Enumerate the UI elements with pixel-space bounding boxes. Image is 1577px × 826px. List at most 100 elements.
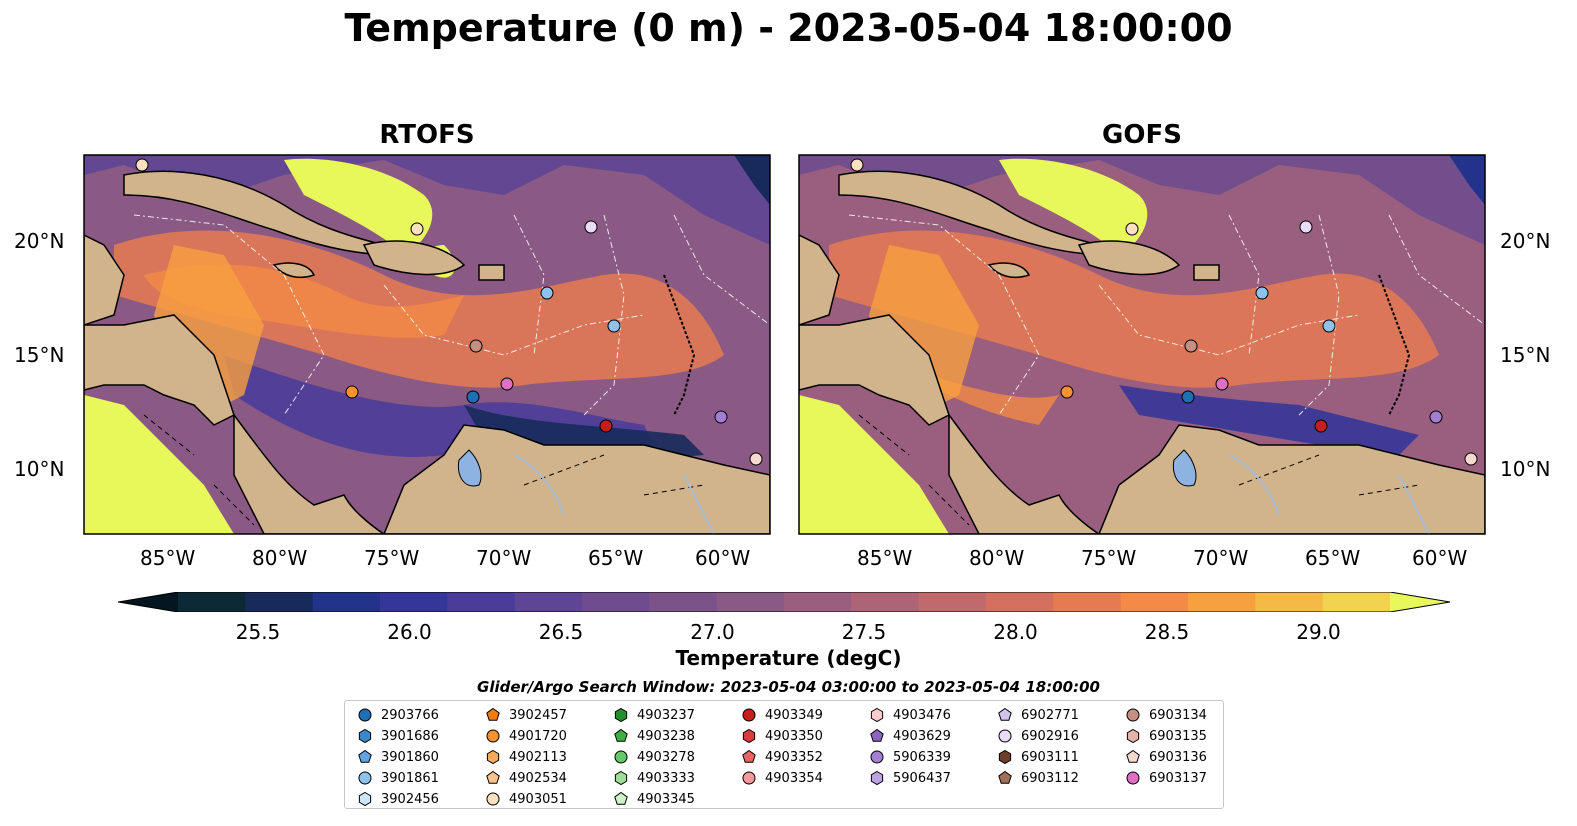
legend-item-label: 4903051 xyxy=(509,791,567,807)
legend-item-label: 6903135 xyxy=(1149,728,1207,744)
map-rtofs xyxy=(84,155,770,534)
map-panel-rtofs[interactable] xyxy=(84,155,770,534)
legend-marker-hexagon xyxy=(358,791,372,807)
legend-item-label: 3902456 xyxy=(381,791,439,807)
lat-tick-right-10: 10°N xyxy=(1500,457,1551,481)
colorbar-tick-label: 28.5 xyxy=(1144,620,1190,644)
legend-item: 3901860 xyxy=(357,747,439,767)
legend-item: 4903278 xyxy=(613,747,695,767)
colorbar xyxy=(118,592,1450,612)
legend-item: 4903476 xyxy=(869,705,951,725)
legend-marker-hexagon xyxy=(998,749,1012,765)
colorbar-segment xyxy=(447,592,516,612)
lat-tick-left-10: 10°N xyxy=(14,457,65,481)
legend-item: 4903237 xyxy=(613,705,695,725)
legend-item-label: 4903354 xyxy=(765,770,823,786)
colorbar-segment xyxy=(986,592,1054,612)
legend-marker-pentagon xyxy=(1126,749,1140,763)
colorbar-tick-label: 28.0 xyxy=(993,620,1038,644)
legend-item: 4903349 xyxy=(741,705,823,725)
legend-marker-hexagon xyxy=(1126,728,1140,744)
legend-item-label: 4903350 xyxy=(765,728,823,744)
legend-item: 6903134 xyxy=(1125,705,1207,725)
legend-item-label: 3901686 xyxy=(381,728,439,744)
legend-marker-circle xyxy=(742,708,756,722)
legend-item: 6903111 xyxy=(997,747,1079,767)
legend-marker-pentagon xyxy=(614,791,628,805)
legend-marker-circle xyxy=(614,750,628,764)
legend-item-label: 3902457 xyxy=(509,707,567,723)
lon-tick-right-60: 60°W xyxy=(1412,546,1468,570)
colorbar-tick-label: 27.0 xyxy=(690,620,735,644)
legend-item-label: 4902113 xyxy=(509,749,567,765)
panel-title-rtofs: RTOFS xyxy=(379,120,475,150)
legend-item-label: 6903136 xyxy=(1149,749,1207,765)
legend-marker-circle xyxy=(998,729,1012,743)
colorbar-extend-high xyxy=(1390,592,1450,612)
lon-tick-right-65: 65°W xyxy=(1305,546,1361,570)
lon-tick-left-85: 85°W xyxy=(140,546,196,570)
legend-item-label: 4903349 xyxy=(765,707,823,723)
legend-item: 6903136 xyxy=(1125,747,1207,767)
legend-item: 6903137 xyxy=(1125,768,1207,788)
legend-item: 4903238 xyxy=(613,726,695,746)
legend-item: 4902534 xyxy=(485,768,567,788)
legend-item-label: 4903333 xyxy=(637,770,695,786)
legend-marker-circle xyxy=(1126,708,1140,722)
lat-tick-right-20: 20°N xyxy=(1500,229,1551,253)
legend-marker-circle xyxy=(1126,771,1140,785)
lon-tick-left-80: 80°W xyxy=(252,546,308,570)
lat-tick-right-15: 15°N xyxy=(1500,343,1551,367)
figure-title: Temperature (0 m) - 2023-05-04 18:00:00 xyxy=(344,6,1233,50)
legend-marker-pentagon xyxy=(614,728,628,742)
colorbar-segment xyxy=(1120,592,1189,612)
legend-item: 4902113 xyxy=(485,747,567,767)
map-gofs xyxy=(799,155,1485,534)
colorbar-segment xyxy=(582,592,650,612)
legend-item-label: 4903629 xyxy=(893,728,951,744)
colorbar-segment xyxy=(514,592,583,612)
legend-item: 4903354 xyxy=(741,768,823,788)
legend-marker-pentagon xyxy=(486,707,500,721)
legend-item: 4903350 xyxy=(741,726,823,746)
legend-title: Glider/Argo Search Window: 2023-05-04 03… xyxy=(477,678,1100,696)
legend-marker-circle xyxy=(486,729,500,743)
legend-item: 6903112 xyxy=(997,768,1079,788)
legend-item: 4903352 xyxy=(741,747,823,767)
legend-item-label: 6903134 xyxy=(1149,707,1207,723)
lon-tick-right-70: 70°W xyxy=(1193,546,1249,570)
legend-marker-hexagon xyxy=(614,770,628,786)
legend-marker-hexagon xyxy=(358,728,372,744)
legend-item: 5906339 xyxy=(869,747,951,767)
legend-item-label: 3901861 xyxy=(381,770,439,786)
legend-item-label: 3901860 xyxy=(381,749,439,765)
legend-item: 6902916 xyxy=(997,726,1079,746)
legend-item: 3902456 xyxy=(357,789,439,809)
map-panel-gofs[interactable] xyxy=(799,155,1485,534)
legend-item: 5906437 xyxy=(869,768,951,788)
legend-item: 3902457 xyxy=(485,705,567,725)
legend-marker-pentagon xyxy=(358,749,372,763)
legend-item-label: 4903345 xyxy=(637,791,695,807)
legend-marker-pentagon xyxy=(742,749,756,763)
lon-tick-right-85: 85°W xyxy=(857,546,913,570)
legend-item: 4903333 xyxy=(613,768,695,788)
legend-marker-pentagon xyxy=(486,770,500,784)
legend-item-label: 4903278 xyxy=(637,749,695,765)
legend-marker-circle xyxy=(870,750,884,764)
legend-item: 3901686 xyxy=(357,726,439,746)
legend-item-label: 2903766 xyxy=(381,707,439,723)
colorbar-segment xyxy=(1255,592,1324,612)
legend-item-label: 4903237 xyxy=(637,707,695,723)
colorbar-segment xyxy=(1053,592,1122,612)
legend-item-label: 4901720 xyxy=(509,728,567,744)
legend-item: 4903629 xyxy=(869,726,951,746)
legend-marker-circle xyxy=(358,771,372,785)
legend-item-label: 6903112 xyxy=(1021,770,1079,786)
legend-marker-hexagon xyxy=(742,728,756,744)
lon-tick-left-60: 60°W xyxy=(695,546,751,570)
legend-item: 4901720 xyxy=(485,726,567,746)
panel-title-gofs: GOFS xyxy=(1102,120,1182,150)
legend-marker-hexagon xyxy=(614,707,628,723)
colorbar-segment xyxy=(380,592,448,612)
